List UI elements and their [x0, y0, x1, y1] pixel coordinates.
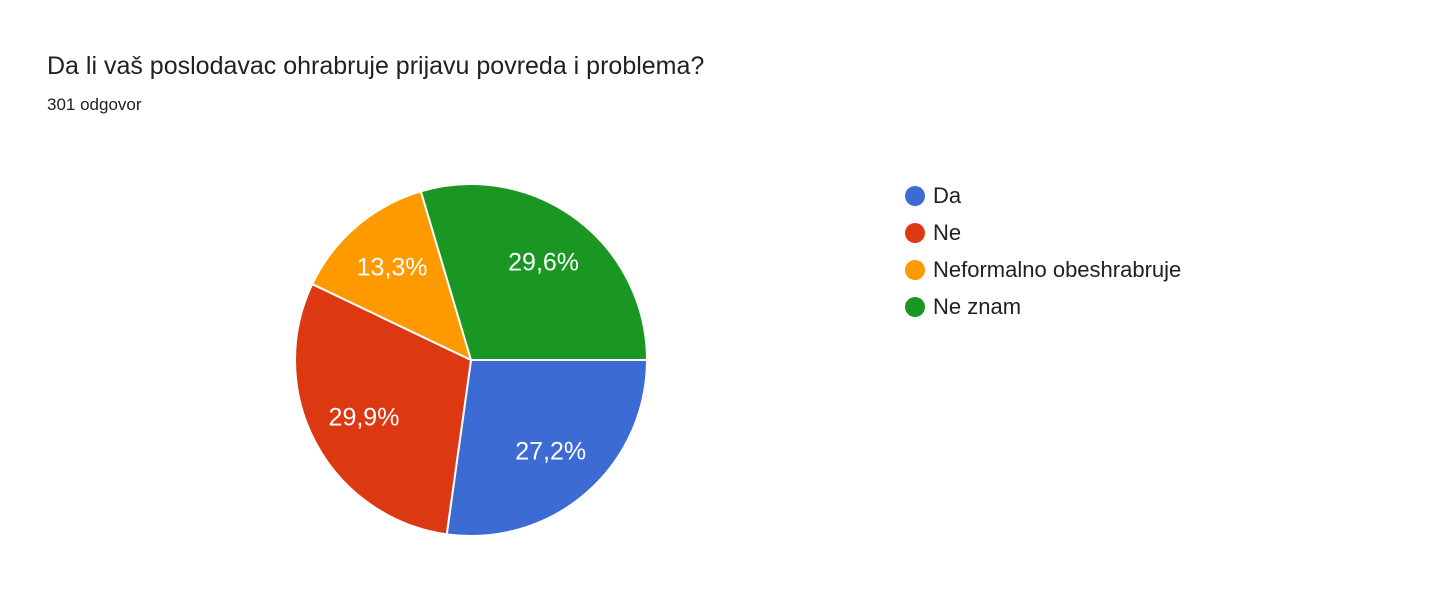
- legend-swatch-da: [905, 186, 925, 206]
- pie-slice-percentage-label: 27,2%: [515, 438, 586, 466]
- legend-item-da: Da: [905, 183, 1181, 209]
- legend-item-ne: Ne: [905, 220, 1181, 246]
- legend-label: Neformalno obeshrabruje: [933, 257, 1182, 282]
- chart-title: Da li vaš poslodavac ohrabruje prijavu p…: [47, 52, 705, 80]
- pie-slice-percentage-label: 29,6%: [508, 249, 579, 277]
- response-count: 301 odgovor: [47, 95, 142, 114]
- pie-chart: 27,2% 29,9% 13,3% 29,6%: [294, 183, 648, 537]
- legend-label: Ne znam: [933, 294, 1022, 319]
- legend-item-ne-znam: Ne znam: [905, 294, 1181, 320]
- legend-swatch-ne-znam: [905, 297, 925, 317]
- legend-swatch-ne: [905, 223, 925, 243]
- legend-item-neformalno-obeshrabruje: Neformalno obeshrabruje: [905, 257, 1181, 283]
- legend-label: Ne: [933, 220, 962, 245]
- pie-slice-percentage-label: 29,9%: [329, 404, 400, 432]
- legend: Da Ne Neformalno obeshrabruje Ne znam: [905, 183, 1181, 331]
- pie-slice-ne-znam[interactable]: [419, 183, 648, 361]
- legend-label: Da: [933, 183, 962, 208]
- pie-slice-ne[interactable]: [294, 283, 472, 536]
- legend-swatch-neformalno-obeshrabruje: [905, 260, 925, 280]
- pie-slice-neformalno-obeshrabruje[interactable]: [311, 190, 472, 361]
- pie-slice-da[interactable]: [445, 359, 648, 537]
- pie-slice-percentage-label: 13,3%: [357, 254, 428, 282]
